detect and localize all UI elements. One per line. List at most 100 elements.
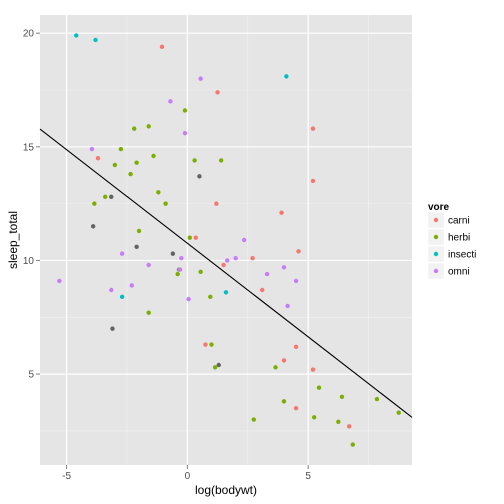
legend-key-point (433, 251, 439, 257)
x-tick-label: 0 (185, 471, 191, 482)
data-point-insecti (223, 290, 229, 295)
legend: vore carni herbi insecti omni (427, 202, 476, 280)
data-point-NA (109, 194, 114, 200)
data-point-herbi (209, 342, 214, 347)
data-point-herbi (112, 162, 118, 168)
data-point-herbi (251, 417, 256, 422)
data-point-herbi (118, 146, 124, 152)
data-point-NA (90, 224, 96, 229)
major-gridlines (40, 15, 412, 465)
legend-title: vore (428, 202, 450, 213)
data-point-herbi (218, 158, 224, 163)
data-point-omni (233, 255, 238, 261)
data-point-herbi (396, 410, 401, 415)
data-point-carni (159, 44, 165, 50)
data-point-herbi (92, 201, 97, 206)
data-point-omni (109, 287, 114, 293)
data-point-herbi (316, 385, 322, 390)
legend-label-omni: omni (448, 267, 470, 278)
data-point-insecti (74, 33, 79, 38)
data-point-herbi (350, 442, 356, 447)
data-point-herbi (187, 235, 192, 240)
x-tick-label: 5 (305, 471, 311, 482)
data-point-carni (214, 201, 219, 206)
data-point-carni (296, 249, 301, 254)
y-tick-label: 20 (23, 29, 35, 40)
data-point-herbi (134, 160, 139, 165)
data-point-herbi (208, 294, 213, 300)
data-point-herbi (132, 126, 137, 131)
data-point-herbi (128, 171, 133, 177)
x-axis-title: log(bodywt) (195, 483, 257, 497)
minor-gridlines (40, 15, 412, 465)
data-point-carni (203, 342, 208, 347)
data-point-carni (260, 287, 265, 293)
legend-key-point (433, 234, 439, 240)
data-point-carni (281, 358, 287, 363)
data-point-omni (146, 262, 151, 268)
y-axis-ticks: 5 10 15 20 (23, 29, 40, 381)
data-point-carni (279, 210, 284, 215)
data-point-carni (310, 126, 316, 131)
data-point-carni (346, 424, 352, 429)
x-axis-ticks: -5 0 5 (62, 465, 311, 482)
x-tick-label: -5 (62, 471, 71, 482)
data-point-herbi (198, 269, 203, 275)
data-point-omni (179, 255, 184, 261)
legend-label-carni: carni (448, 216, 470, 227)
data-point-NA (216, 362, 221, 368)
data-point-omni (225, 258, 230, 263)
legend-label-herbi: herbi (448, 233, 470, 244)
data-point-NA (197, 174, 202, 179)
data-point-omni (198, 76, 203, 81)
data-point-herbi (146, 124, 151, 129)
data-point-NA (134, 244, 139, 250)
data-point-omni (182, 130, 188, 136)
data-point-herbi (281, 399, 287, 404)
legend-key-point (433, 217, 439, 223)
data-point-omni (186, 296, 191, 302)
data-points (57, 33, 401, 447)
data-point-herbi (212, 365, 218, 370)
data-point-herbi (136, 228, 142, 234)
data-point-omni (241, 237, 247, 243)
data-point-omni (129, 283, 134, 288)
y-tick-label: 10 (23, 256, 35, 267)
data-point-omni (177, 267, 183, 272)
data-point-herbi (146, 310, 151, 315)
regression-line (39, 128, 413, 418)
data-point-insecti (93, 37, 98, 43)
data-point-carni (221, 262, 226, 268)
data-point-herbi (175, 271, 180, 277)
data-point-carni (193, 235, 199, 240)
data-point-herbi (151, 153, 156, 159)
y-tick-label: 15 (23, 142, 35, 153)
plot-panel (40, 15, 412, 465)
y-axis-title: sleep_total (6, 211, 20, 269)
data-point-NA (170, 251, 176, 256)
data-point-carni (95, 155, 101, 161)
data-point-omni (57, 278, 62, 284)
data-point-carni (310, 367, 316, 372)
data-point-omni (264, 271, 270, 277)
data-point-herbi (273, 365, 278, 370)
data-point-herbi (336, 419, 341, 425)
legend-label-insecti: insecti (448, 250, 476, 261)
data-point-insecti (284, 74, 289, 79)
data-point-carni (293, 344, 299, 350)
data-point-omni (89, 146, 95, 152)
data-point-omni (293, 278, 299, 284)
data-point-NA (110, 326, 115, 331)
data-point-insecti (119, 294, 125, 300)
data-point-carni (250, 255, 255, 261)
data-point-herbi (374, 396, 380, 402)
data-point-herbi (311, 415, 317, 420)
data-point-omni (119, 251, 125, 256)
data-point-herbi (339, 394, 345, 400)
y-tick-label: 5 (28, 370, 34, 381)
data-point-herbi (192, 158, 197, 163)
data-point-omni (168, 99, 173, 104)
data-point-herbi (182, 108, 188, 113)
data-point-omni (285, 303, 290, 309)
